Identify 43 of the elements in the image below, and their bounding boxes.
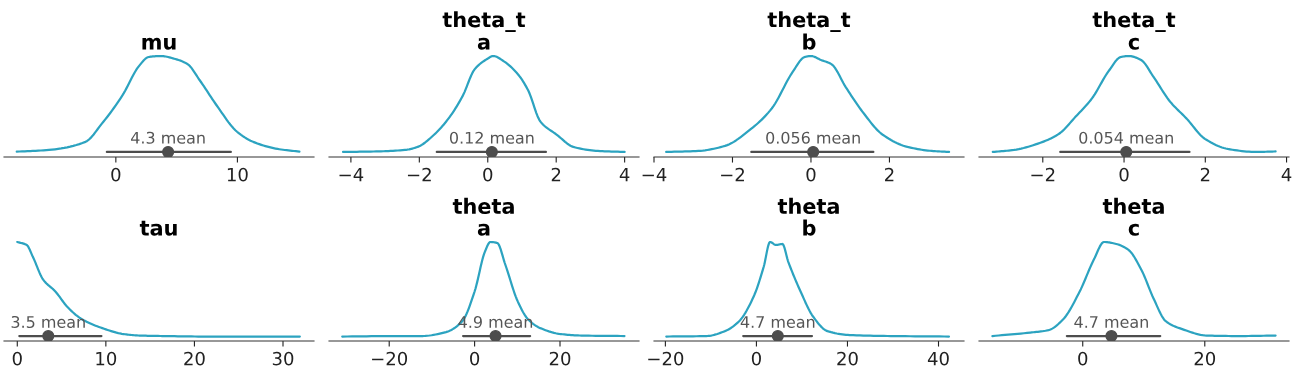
annotation: 0.056 mean xyxy=(766,131,860,144)
annotation: 4.7 mean xyxy=(1074,316,1148,328)
chart-title: mu xyxy=(142,37,176,50)
x-tick-label: 0 xyxy=(470,351,480,366)
x-tick-label: 0 xyxy=(111,167,121,182)
chart-title: theta a xyxy=(452,197,514,236)
x-tick-label: 2 xyxy=(1200,167,1210,182)
x-tick-label: 20 xyxy=(1194,351,1216,366)
x-tick-label: 4 xyxy=(1281,167,1292,182)
chart-title: theta c xyxy=(1102,197,1164,236)
x-tick-label: 0 xyxy=(806,167,816,182)
x-tick-label: 20 xyxy=(184,351,205,366)
x-tick-label: 0 xyxy=(12,351,22,366)
x-tick-label: −4 xyxy=(339,167,364,182)
annotation: 0.12 mean xyxy=(449,131,534,144)
x-tick-label: 40 xyxy=(927,351,949,366)
chart-title: theta_t a xyxy=(442,11,526,50)
x-tick-label: 30 xyxy=(272,351,294,366)
x-tick-label: −2 xyxy=(721,167,744,182)
x-tick-label: 2 xyxy=(885,167,894,182)
x-tick-label: 10 xyxy=(96,351,117,366)
x-tick-label: 10 xyxy=(227,167,248,182)
x-tick-label: 20 xyxy=(837,351,858,366)
x-tick-label: −20 xyxy=(648,351,684,366)
x-tick-label: −20 xyxy=(372,351,408,366)
x-tick-label: 0 xyxy=(751,351,761,366)
x-tick-label: 20 xyxy=(549,351,571,366)
annotation: 3.5 mean xyxy=(11,315,85,328)
annotation: 0.054 mean xyxy=(1079,131,1173,144)
x-tick-label: 2 xyxy=(551,167,561,182)
x-tick-label: 0 xyxy=(483,167,493,182)
chart-title: theta_t b xyxy=(767,11,851,50)
annotation: 4.3 mean xyxy=(131,131,205,144)
x-tick-label: 4 xyxy=(619,167,630,182)
x-tick-label: 0 xyxy=(1119,167,1129,182)
x-tick-label: −4 xyxy=(642,167,667,182)
chart-title: theta_t c xyxy=(1092,11,1176,50)
x-tick-label: −2 xyxy=(1031,167,1055,182)
chart-title: theta b xyxy=(777,197,839,236)
x-tick-label: 0 xyxy=(1078,351,1088,366)
x-tick-label: −2 xyxy=(407,167,431,182)
chart-title: tau xyxy=(139,220,177,236)
annotation: 4.7 mean xyxy=(740,316,815,328)
